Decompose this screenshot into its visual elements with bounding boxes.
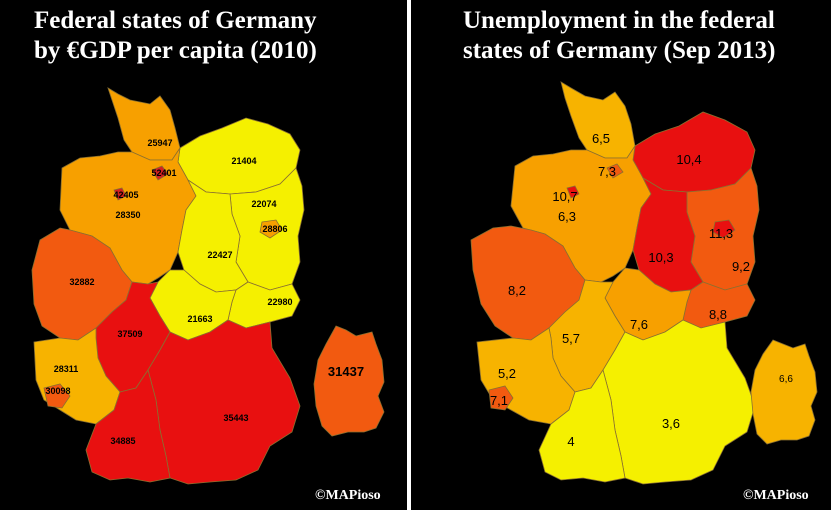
gdp-title-line2: by €GDP per capita (2010)	[34, 37, 317, 64]
gdp-state-saarland	[43, 383, 71, 409]
unemp-inset-germany	[750, 339, 818, 445]
gdp-map: 25947 52401 42405 28350 21404 22074 2880…	[31, 87, 385, 485]
gdp-label-bw: 34885	[110, 436, 135, 446]
unemp-label-lower-saxony: 6,3	[558, 209, 576, 224]
unemp-label-mecklenburg: 10,4	[676, 152, 701, 167]
unemp-state-bw	[538, 369, 626, 483]
unemp-label-bremen: 10,7	[552, 189, 577, 204]
unemp-label-inset: 6,6	[779, 374, 793, 385]
gdp-label-lower-saxony: 28350	[115, 210, 140, 220]
gdp-label-inset: 31437	[328, 364, 364, 379]
unemp-label-berlin: 11,3	[709, 226, 733, 241]
unemployment-map: 6,5 7,3 10,7 6,3 10,4 11,3 9,2 10,3 8,8 …	[470, 81, 818, 485]
unemp-label-brandenburg: 9,2	[732, 259, 750, 274]
gdp-label-hesse: 37509	[117, 329, 142, 339]
gdp-state-berlin	[259, 219, 283, 239]
unemp-state-bavaria	[602, 319, 756, 485]
gdp-state-bw	[85, 369, 171, 483]
unemployment-map-panel: Unemployment in the federal states of Ge…	[411, 0, 831, 510]
unemp-label-schleswig-holstein: 6,5	[592, 131, 610, 146]
unemp-label-hesse: 5,7	[562, 331, 580, 346]
gdp-map-credit: ©MAPioso	[315, 488, 381, 503]
unemp-label-bw: 4	[567, 434, 574, 449]
unemp-label-thuringia: 7,6	[630, 317, 648, 332]
unemp-label-hamburg: 7,3	[598, 164, 616, 179]
unemp-label-saxony: 8,8	[709, 307, 727, 322]
gdp-map-title: Federal states of Germany by €GDP per ca…	[34, 6, 317, 66]
gdp-label-nrw: 32882	[69, 277, 94, 287]
gdp-label-brandenburg: 22074	[251, 199, 276, 209]
gdp-label-saxony: 22980	[267, 297, 292, 307]
unemp-state-saarland	[488, 385, 514, 411]
unemp-label-rhineland: 5,2	[498, 366, 516, 381]
unemp-label-bavaria: 3,6	[662, 416, 680, 431]
gdp-label-thuringia: 21663	[187, 314, 212, 324]
unemployment-map-title: Unemployment in the federal states of Ge…	[463, 6, 775, 66]
gdp-label-mecklenburg: 21404	[231, 156, 256, 166]
gdp-label-saarland: 30098	[45, 386, 70, 396]
unemp-label-nrw: 8,2	[508, 283, 526, 298]
gdp-state-schleswig-holstein	[107, 87, 181, 161]
unemp-label-saarland: 7,1	[490, 393, 508, 408]
gdp-label-rhineland: 28311	[54, 364, 79, 374]
gdp-state-bremen	[113, 187, 127, 201]
gdp-label-schleswig-holstein: 25947	[147, 138, 172, 148]
gdp-title-line1: Federal states of Germany	[34, 7, 317, 34]
gdp-label-berlin: 28806	[262, 224, 287, 234]
gdp-label-hamburg: 52401	[151, 168, 176, 178]
unemp-label-saxony-anhalt: 10,3	[648, 250, 673, 265]
gdp-state-bavaria	[147, 319, 301, 485]
gdp-inset-germany	[313, 325, 385, 437]
gdp-label-bremen: 42405	[113, 190, 138, 200]
panel-divider	[407, 0, 411, 510]
unemployment-map-credit: ©MAPioso	[743, 488, 809, 503]
unemp-state-berlin	[712, 219, 736, 239]
gdp-map-panel: Federal states of Germany by €GDP per ca…	[0, 0, 407, 510]
gdp-state-hamburg	[151, 165, 169, 181]
unemp-state-schleswig-holstein	[560, 81, 636, 159]
gdp-label-saxony-anhalt: 22427	[207, 250, 232, 260]
unemp-state-hamburg	[606, 163, 624, 179]
gdp-label-bavaria: 35443	[223, 413, 248, 423]
unemployment-title-line1: Unemployment in the federal	[463, 7, 775, 34]
unemp-state-bremen	[566, 185, 580, 199]
unemployment-title-line2: states of Germany (Sep 2013)	[463, 37, 776, 64]
